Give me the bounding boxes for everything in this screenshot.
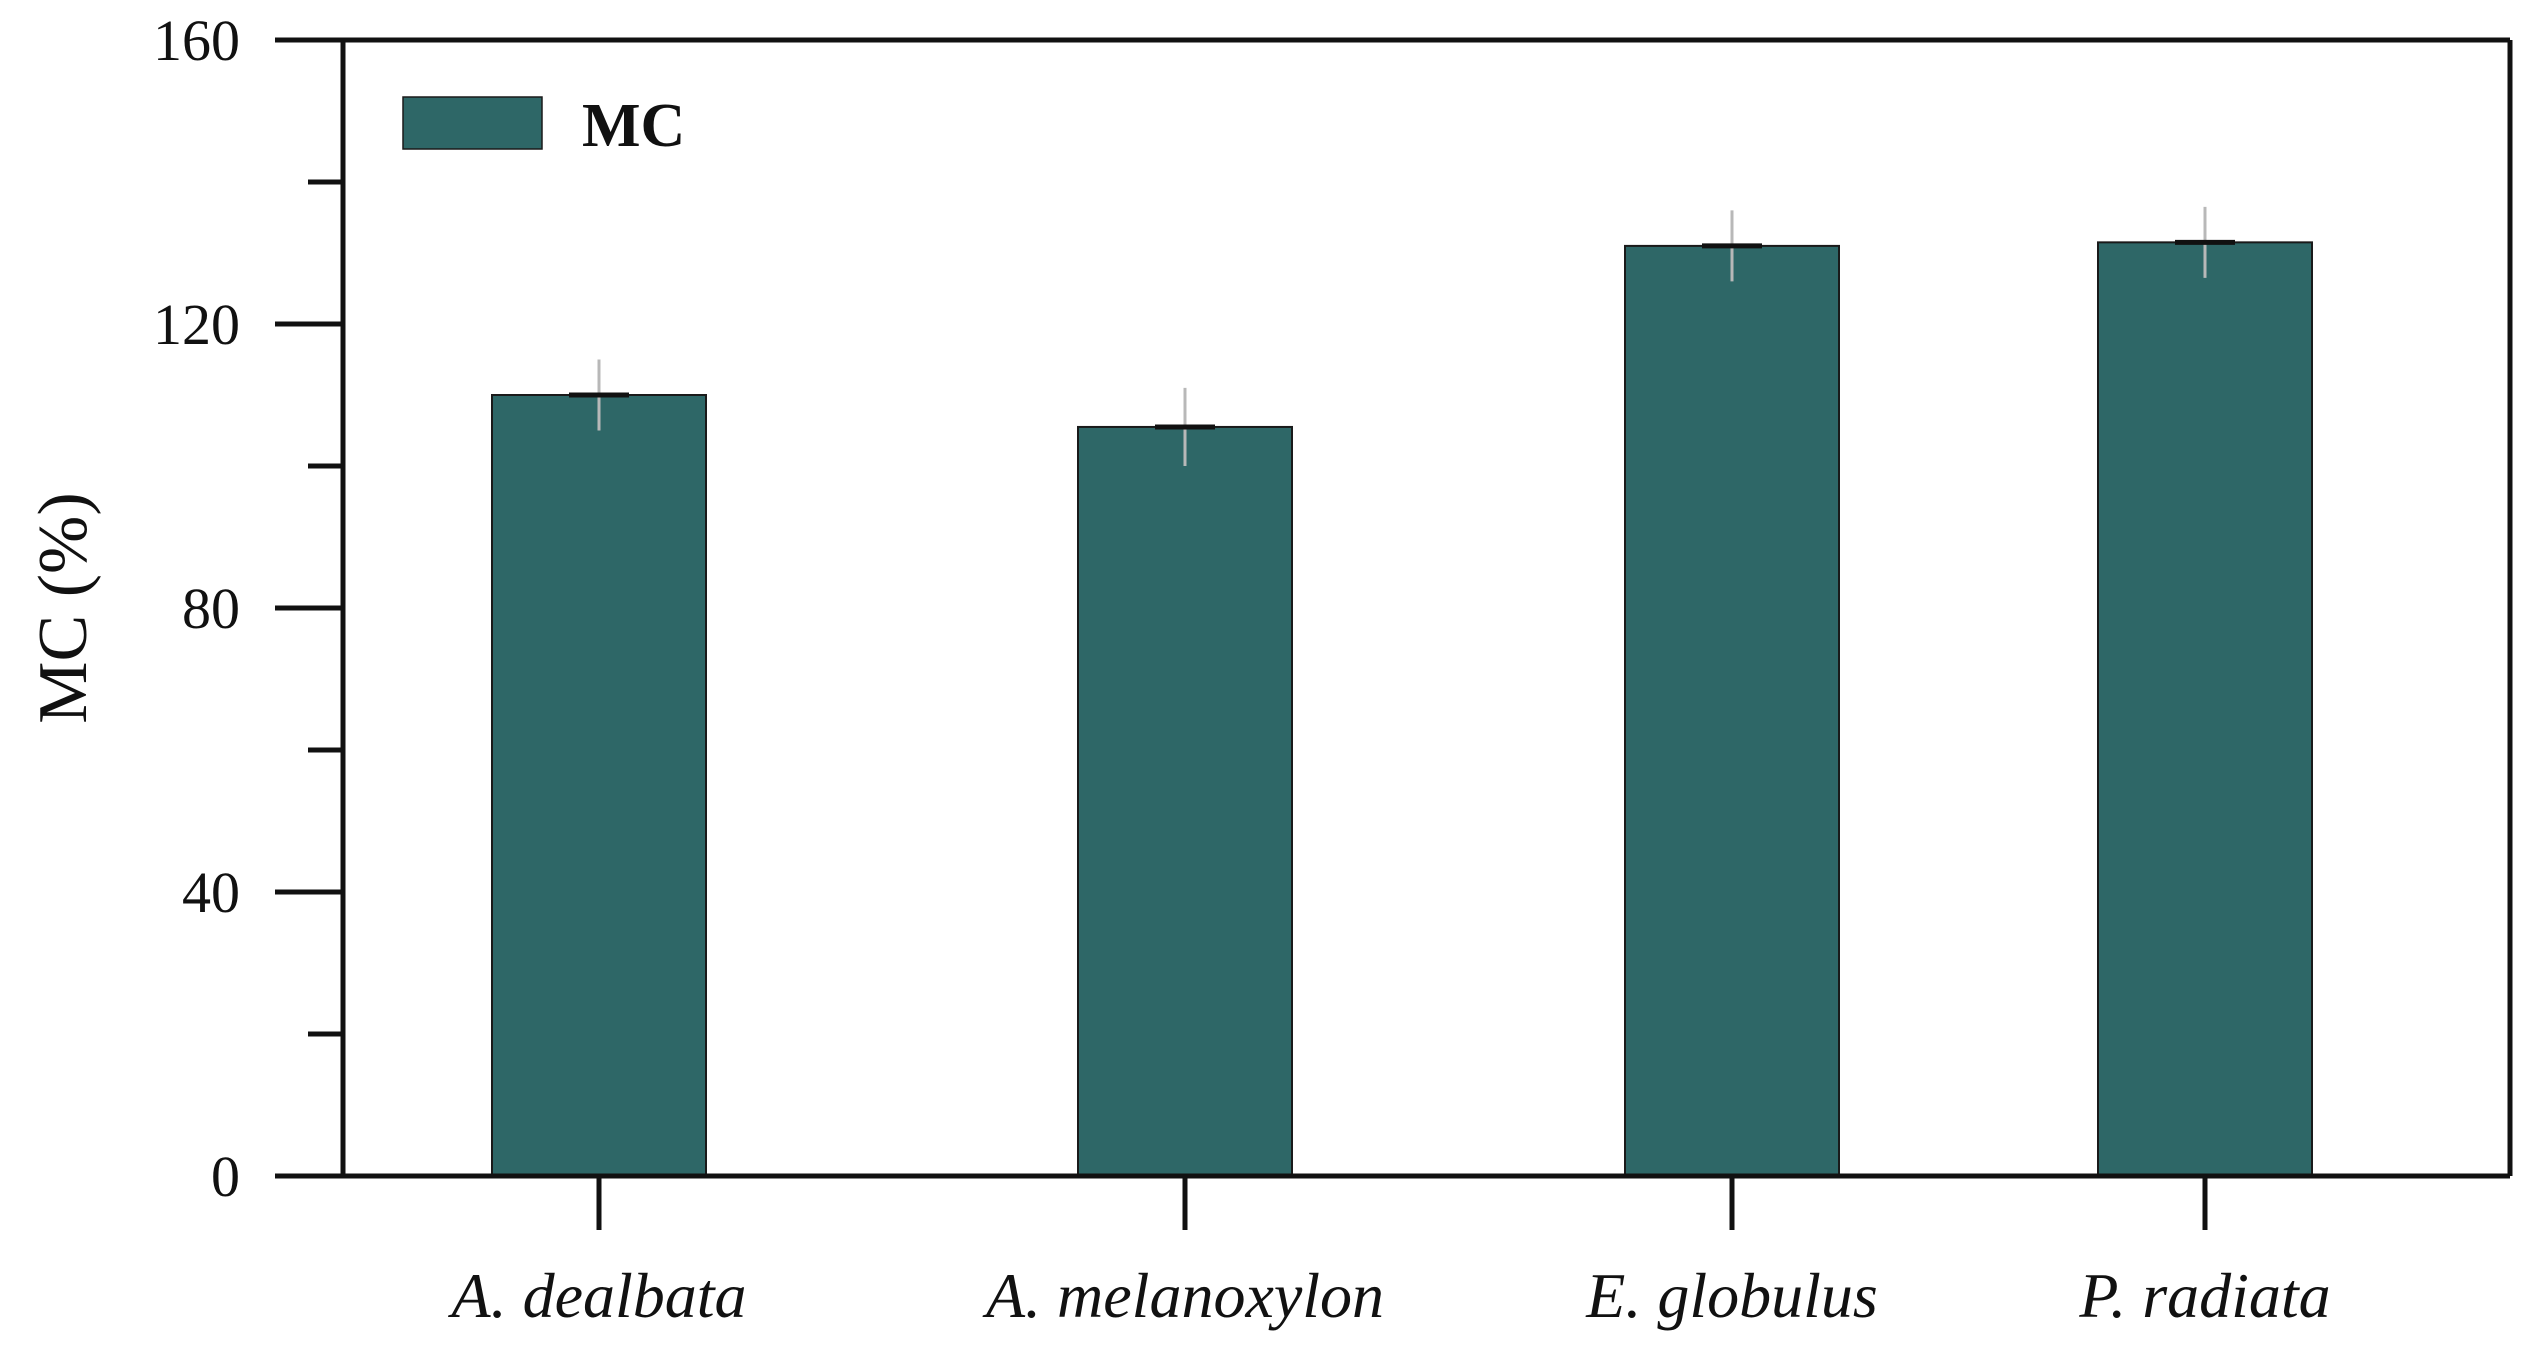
error-bars-layer (569, 206, 2235, 466)
axes-layer: 0 40 80 120 160 A. dealbata A. melanoxylon E. g… (153, 8, 2513, 1331)
y-tick-label-120: 120 (153, 292, 240, 357)
legend-label: MC (582, 92, 685, 160)
x-tick-label-1: A. melanoxylon (982, 1260, 1384, 1331)
legend-swatch (402, 96, 543, 150)
bar-e-globulus (1624, 244, 1840, 1177)
bars-layer (491, 241, 2313, 1178)
y-tick-label-80: 80 (182, 576, 240, 641)
y-axis-label: MC (%) (25, 492, 102, 723)
y-tick-label-160: 160 (153, 8, 240, 73)
y-tick-label-0: 0 (211, 1144, 240, 1209)
bar-a-melanoxylon (1077, 425, 1293, 1177)
x-tick-label-2: E. globulus (1585, 1260, 1878, 1331)
x-tick-label-3: P. radiata (2078, 1260, 2330, 1331)
bar-p-radiata (2097, 241, 2313, 1178)
y-tick-label-40: 40 (182, 860, 240, 925)
x-tick-label-0: A. dealbata (447, 1260, 746, 1331)
legend: MC (402, 92, 685, 160)
bar-a-dealbata (491, 394, 707, 1177)
